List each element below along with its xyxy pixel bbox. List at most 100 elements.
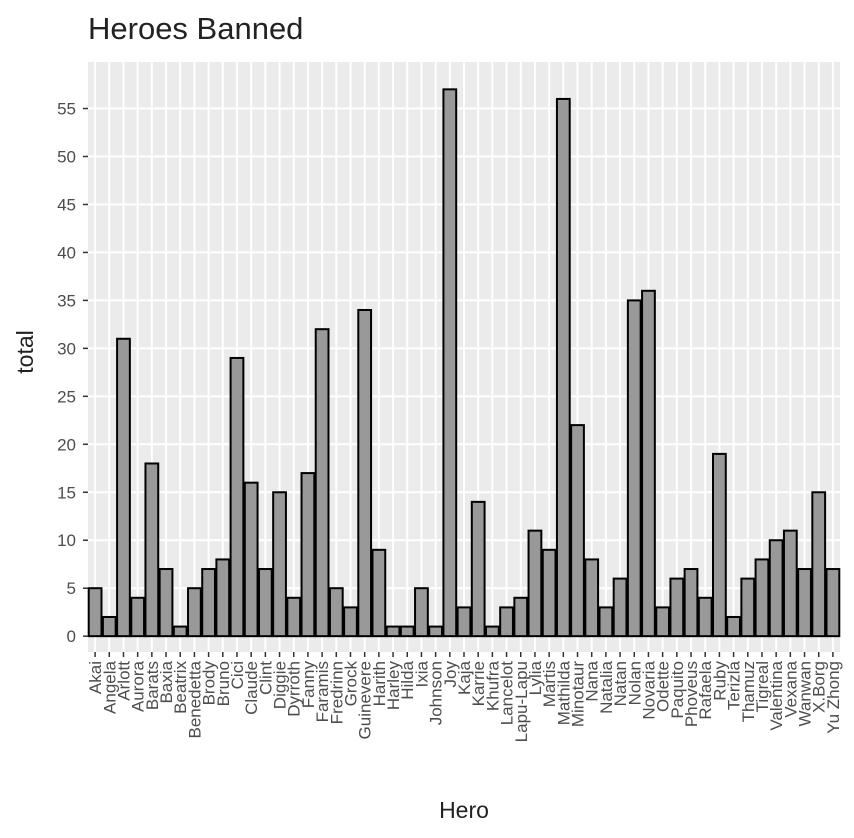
bar <box>697 596 713 638</box>
x-tick-label: Vexana <box>781 660 800 717</box>
bar <box>87 587 103 638</box>
x-tick-label: Faramis <box>313 661 332 722</box>
x-tick-label: Akai <box>86 661 105 694</box>
y-tick-label: 50 <box>57 147 76 166</box>
bar <box>712 452 727 638</box>
bar <box>428 625 444 638</box>
x-tick-label: Lancelot <box>498 661 517 726</box>
x-tick-label: Harith <box>370 661 389 706</box>
x-tick-label: Dyrroth <box>285 661 304 717</box>
y-tick-label: 15 <box>57 483 76 502</box>
x-tick-label: Martis <box>540 661 559 707</box>
x-tick-label: Fanny <box>299 661 318 709</box>
x-tick-label: Baxia <box>157 660 176 703</box>
bar <box>740 577 756 638</box>
x-tick-label: Nana <box>583 660 602 701</box>
x-tick-label: Phoveus <box>682 661 701 727</box>
bar <box>612 577 628 638</box>
bar <box>215 558 231 638</box>
x-tick-label: Claude <box>242 661 261 715</box>
x-tick-label: Bruno <box>214 661 233 706</box>
x-tick-label: Ruby <box>710 661 729 701</box>
bar <box>726 615 741 638</box>
bar <box>442 88 458 638</box>
y-tick-label: 0 <box>67 627 76 646</box>
y-tick-label: 10 <box>57 531 76 550</box>
x-tick-label: Angela <box>100 660 119 713</box>
x-tick-label: Minotaur <box>569 661 588 727</box>
bar <box>272 491 287 638</box>
y-tick-label: 45 <box>57 195 76 214</box>
y-tick-label: 20 <box>57 435 76 454</box>
bar <box>484 625 500 638</box>
x-tick-label: Valentina <box>767 660 786 730</box>
bar <box>669 577 685 638</box>
x-tick-label: Benedetta <box>185 660 204 738</box>
bar <box>555 97 571 638</box>
x-tick-label: Arlott <box>114 661 133 701</box>
bar <box>201 568 216 638</box>
bar <box>754 558 770 638</box>
y-axis-label: total <box>12 330 38 373</box>
bar <box>768 539 784 638</box>
bar <box>414 587 429 638</box>
x-tick-label: Tigreal <box>753 661 772 712</box>
x-tick-label: Wanwan <box>796 661 815 727</box>
bar <box>541 548 557 638</box>
x-tick-label: Thamuz <box>739 661 758 722</box>
x-tick-label: Rafaela <box>696 660 715 719</box>
y-tick-label: 55 <box>57 100 76 119</box>
x-tick-label: Beatrix <box>171 661 190 714</box>
x-tick-label: Diggie <box>271 661 290 709</box>
bar <box>811 491 827 638</box>
bar <box>499 606 514 638</box>
x-tick-label: Clint <box>256 661 275 695</box>
y-tick-label: 40 <box>57 243 76 262</box>
x-tick-label: Lylia <box>526 660 545 695</box>
x-tick-label: Nolan <box>625 661 644 705</box>
x-tick-label: Cici <box>228 661 247 689</box>
bar <box>257 568 273 638</box>
bar <box>641 289 656 638</box>
bar <box>286 596 302 638</box>
x-tick-label: Grock <box>341 661 360 707</box>
y-tick-label: 25 <box>57 387 76 406</box>
bar <box>598 606 614 638</box>
x-tick-label: Aurora <box>129 660 148 712</box>
bar <box>328 587 344 638</box>
y-tick-label: 30 <box>57 339 76 358</box>
bar <box>683 568 699 638</box>
bar <box>300 472 316 638</box>
bar <box>385 625 401 638</box>
bar <box>187 587 202 638</box>
bar <box>527 529 543 638</box>
x-tick-label: Mathilda <box>554 660 573 725</box>
x-tick-label: Ixia <box>412 660 431 687</box>
bar <box>229 356 245 638</box>
x-tick-label: Novaria <box>639 660 658 719</box>
x-tick-label: Joy <box>441 661 460 688</box>
x-tick-label: Karrie <box>469 661 488 706</box>
x-axis-label: Hero <box>439 797 489 823</box>
bar <box>130 596 146 638</box>
bar <box>144 462 160 638</box>
x-tick-label: Natalia <box>597 660 616 713</box>
bar <box>357 308 373 638</box>
x-tick-label: X.Borg <box>810 661 829 713</box>
x-tick-label: Barats <box>143 661 162 710</box>
bar <box>513 596 529 638</box>
bar <box>243 481 259 638</box>
x-tick-label: Fredrinn <box>327 661 346 724</box>
bar <box>626 299 642 638</box>
y-tick-label: 5 <box>67 579 76 598</box>
bar <box>101 615 117 638</box>
x-tick-label: Guinevere <box>356 661 375 739</box>
bar <box>584 558 600 638</box>
x-tick-label: Hilda <box>398 660 417 699</box>
bar <box>782 529 798 638</box>
bar <box>570 424 585 638</box>
bar <box>825 568 841 638</box>
x-tick-label: Brody <box>200 661 219 706</box>
bar <box>399 625 415 638</box>
